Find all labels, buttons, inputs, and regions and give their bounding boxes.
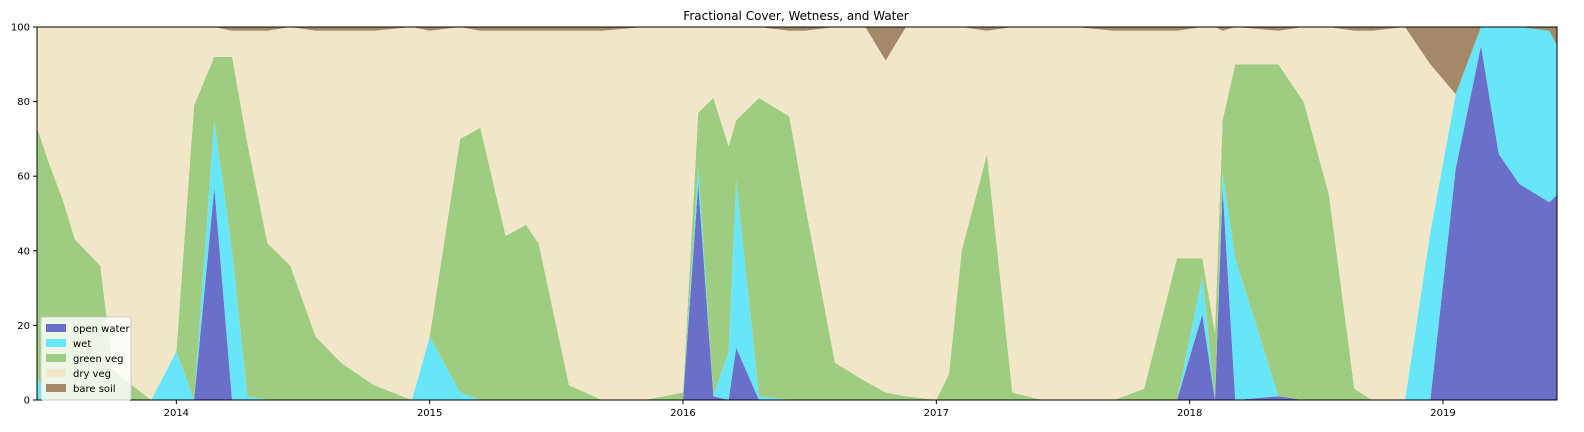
area-dry-veg — [37, 27, 1557, 400]
legend-swatch-green-veg — [46, 354, 66, 362]
x-tick-label-2014: 2014 — [164, 408, 189, 419]
x-tick-label-2019: 2019 — [1430, 408, 1455, 419]
legend-swatch-wet — [46, 339, 66, 347]
y-tick-label-40: 40 — [17, 246, 30, 257]
legend-label-green-veg: green veg — [73, 354, 123, 365]
series-areas — [37, 27, 1557, 401]
y-tick-label-60: 60 — [17, 172, 30, 183]
legend-box — [40, 316, 132, 401]
legend-swatch-open-water — [46, 324, 66, 332]
legend-label-bare-soil: bare soil — [73, 384, 116, 395]
y-tick-label-20: 20 — [17, 321, 30, 332]
area-green-veg — [37, 27, 1557, 400]
chart-title: Fractional Cover, Wetness, and Water — [683, 9, 908, 23]
legend-label-dry-veg: dry veg — [73, 369, 111, 380]
legend-swatch-dry-veg — [46, 369, 66, 377]
legend-swatch-bare-soil — [46, 384, 66, 392]
legend-label-wet: wet — [73, 339, 91, 350]
legend-label-open-water: open water — [73, 324, 131, 335]
y-tick-label-0: 0 — [24, 396, 30, 407]
x-tick-label-2015: 2015 — [417, 408, 442, 419]
x-tick-label-2018: 2018 — [1177, 408, 1202, 419]
plot-area — [36, 26, 1558, 401]
y-tick-label-100: 100 — [11, 23, 30, 34]
x-tick-label-2017: 2017 — [924, 408, 949, 419]
x-tick-label-2016: 2016 — [670, 408, 695, 419]
y-tick-label-80: 80 — [17, 97, 30, 108]
y-axis: 0 20 40 60 80 100 — [11, 23, 37, 407]
plot-frame — [36, 26, 1558, 401]
legend: open water wet green veg dry veg bare soil — [40, 316, 132, 401]
x-axis: 2014 2015 2016 2017 2018 2019 — [164, 400, 1456, 419]
